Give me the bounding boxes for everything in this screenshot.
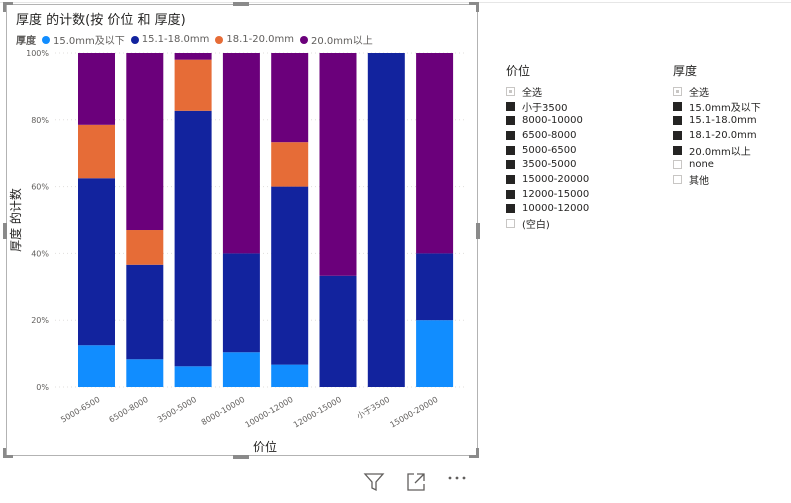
legend-item[interactable]: 15.1-18.0mm xyxy=(130,34,210,45)
slicer-item-label: 全选 xyxy=(689,87,709,99)
slicer-item[interactable]: 15000-20000 xyxy=(506,172,589,187)
resize-handle-top-right[interactable] xyxy=(469,2,479,5)
legend-item[interactable]: 15.0mm及以下 xyxy=(42,32,125,47)
slicer-item-label: 3500-5000 xyxy=(522,159,577,171)
slicer-item-label: 全选 xyxy=(522,87,542,99)
slicer-item[interactable]: 15.0mm及以下 xyxy=(673,99,761,114)
legend-dot-icon xyxy=(300,35,308,44)
chart-title: 厚度 的计数(按 价位 和 厚度) xyxy=(16,13,186,28)
resize-handle-top-left[interactable] xyxy=(3,2,6,12)
checkbox-icon[interactable] xyxy=(673,160,682,170)
checkbox-icon[interactable] xyxy=(506,219,515,229)
checkbox-icon[interactable] xyxy=(506,160,515,170)
checkbox-icon[interactable] xyxy=(506,116,515,126)
slicer-item[interactable]: 15.1-18.0mm xyxy=(673,113,761,128)
checkbox-icon[interactable] xyxy=(673,174,682,184)
slicer-thickness: 厚度 全选 15.0mm及以下 15.1-18.0mm 18.1-20.0mm 20.0… xyxy=(673,62,761,187)
checkbox-icon[interactable] xyxy=(506,174,515,184)
slicer-item-label: 10000-12000 xyxy=(522,203,590,215)
slicer-item[interactable]: 18.1-20.0mm xyxy=(673,128,761,143)
legend-dot-icon xyxy=(215,35,224,44)
slicer-item[interactable]: 其他 xyxy=(673,172,761,187)
slicer-item-label: 18.1-20.0mm xyxy=(689,129,757,141)
checkbox-icon[interactable] xyxy=(506,189,515,199)
filter-icon[interactable] xyxy=(363,471,385,493)
legend-title: 厚度 xyxy=(16,36,36,47)
legend-item[interactable]: 20.0mm以上 xyxy=(300,32,373,47)
slicer-item[interactable]: 3500-5000 xyxy=(506,157,589,172)
slicer-item-label: 8000-10000 xyxy=(522,115,583,127)
legend-dot-icon xyxy=(130,35,139,44)
slicer-item-label: (空白) xyxy=(522,220,550,232)
slicer-item[interactable]: none xyxy=(673,157,761,172)
slicer-title: 价位 xyxy=(506,64,531,78)
resize-handle-top-right[interactable] xyxy=(476,2,479,12)
slicer-item-label: 15000-20000 xyxy=(522,173,590,185)
slicer-item-label: 15.1-18.0mm xyxy=(689,115,757,127)
top-divider xyxy=(0,2,791,3)
legend-label: 20.0mm以上 xyxy=(311,36,373,47)
resize-handle-top-left[interactable] xyxy=(3,2,13,5)
checkbox-icon[interactable] xyxy=(506,145,515,155)
checkbox-icon[interactable] xyxy=(506,130,515,140)
chart-legend: 厚度 15.0mm及以下 15.1-18.0mm 18.1-20.0mm 20.… xyxy=(16,32,379,47)
slicer-item-label: 12000-15000 xyxy=(522,188,590,200)
checkbox-icon[interactable] xyxy=(673,101,682,111)
slicer-item[interactable]: 20.0mm以上 xyxy=(673,143,761,158)
checkbox-icon[interactable] xyxy=(673,86,682,96)
slicer-item[interactable]: 8000-10000 xyxy=(506,113,589,128)
slicer-item[interactable]: 5000-6500 xyxy=(506,143,589,158)
checkbox-icon[interactable] xyxy=(506,204,515,214)
slicer-item-label: 20.0mm以上 xyxy=(689,146,751,158)
resize-handle-bottom[interactable] xyxy=(233,455,249,459)
checkbox-icon[interactable] xyxy=(673,145,682,155)
resize-handle-bottom-right[interactable] xyxy=(469,455,479,458)
slicer-title: 厚度 xyxy=(673,64,698,78)
legend-label: 18.1-20.0mm xyxy=(226,34,294,45)
resize-handle-left[interactable] xyxy=(3,223,7,239)
resize-handle-bottom-left[interactable] xyxy=(3,455,13,458)
slicer-item[interactable]: 全选 xyxy=(506,84,589,99)
legend-label: 15.0mm及以下 xyxy=(53,36,125,47)
slicer-item-label: 小于3500 xyxy=(522,102,568,114)
more-options-icon[interactable] xyxy=(446,471,468,493)
resize-handle-bottom-left[interactable] xyxy=(3,448,6,458)
slicer-item-label: 5000-6500 xyxy=(522,144,577,156)
slicer-item-label: 6500-8000 xyxy=(522,129,577,141)
focus-mode-icon[interactable] xyxy=(405,471,427,493)
resize-handle-bottom-right[interactable] xyxy=(476,448,479,458)
slicer-item[interactable]: 10000-12000 xyxy=(506,202,589,217)
slicer-item[interactable]: (空白) xyxy=(506,216,589,231)
slicer-item-label: 15.0mm及以下 xyxy=(689,102,761,114)
chart-visual-container[interactable]: 厚度 的计数(按 价位 和 厚度) 厚度 15.0mm及以下 15.1-18.0… xyxy=(6,4,478,456)
legend-label: 15.1-18.0mm xyxy=(141,34,210,45)
slicer-item[interactable]: 6500-8000 xyxy=(506,128,589,143)
slicer-item[interactable]: 全选 xyxy=(673,84,761,99)
slicer-price: 价位 全选小于3500 8000-10000 6500-8000 5000-6500 3… xyxy=(506,62,589,231)
slicer-item-label: none xyxy=(689,159,714,171)
checkbox-icon[interactable] xyxy=(506,101,515,111)
legend-item[interactable]: 18.1-20.0mm xyxy=(215,34,294,45)
slicer-item[interactable]: 小于3500 xyxy=(506,99,589,114)
checkbox-icon[interactable] xyxy=(673,130,682,140)
checkbox-icon[interactable] xyxy=(673,116,682,126)
resize-handle-right[interactable] xyxy=(476,223,480,239)
slicer-item-label: 其他 xyxy=(689,175,709,187)
resize-handle-top[interactable] xyxy=(233,2,249,6)
slicer-item[interactable]: 12000-15000 xyxy=(506,187,589,202)
checkbox-icon[interactable] xyxy=(506,86,515,96)
legend-dot-icon xyxy=(42,35,50,44)
